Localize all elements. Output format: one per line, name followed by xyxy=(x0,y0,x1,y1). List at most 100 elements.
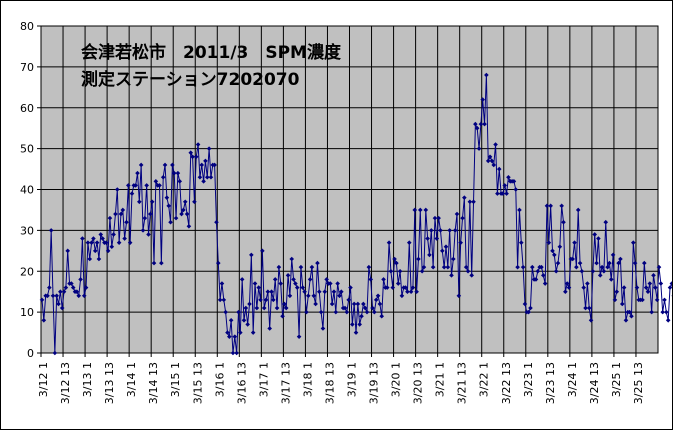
data-point xyxy=(621,285,627,290)
data-point xyxy=(293,281,298,286)
data-point xyxy=(272,277,278,282)
data-point xyxy=(660,309,665,315)
data-point xyxy=(496,166,502,172)
data-point xyxy=(184,211,190,217)
data-point xyxy=(328,281,333,286)
data-point xyxy=(199,162,205,168)
data-point xyxy=(596,236,601,241)
data-point xyxy=(414,289,419,294)
data-point xyxy=(647,281,653,286)
data-point xyxy=(171,170,177,176)
data-point xyxy=(291,277,296,282)
data-point xyxy=(583,305,588,311)
data-point xyxy=(182,199,188,205)
data-point xyxy=(585,281,590,286)
data-point xyxy=(261,305,267,311)
data-point xyxy=(612,297,618,303)
data-point xyxy=(173,215,179,221)
data-point xyxy=(355,301,361,307)
data-point xyxy=(361,301,366,307)
data-point xyxy=(634,285,640,290)
data-point xyxy=(225,330,230,335)
data-point xyxy=(403,285,408,290)
data-point xyxy=(214,219,219,225)
data-point xyxy=(197,174,203,180)
data-point xyxy=(449,273,454,278)
x-tick-label: 3/25 13 xyxy=(632,362,645,404)
data-point xyxy=(630,240,636,245)
data-point xyxy=(256,285,261,290)
data-point xyxy=(135,170,140,176)
data-point xyxy=(553,268,559,274)
data-point xyxy=(539,264,544,270)
data-point xyxy=(601,268,607,274)
data-point xyxy=(179,211,184,217)
x-tick-label: 3/22 13 xyxy=(500,362,513,404)
data-point xyxy=(608,277,614,282)
data-point xyxy=(559,203,564,209)
data-point xyxy=(283,305,289,311)
data-point xyxy=(227,334,232,339)
data-point xyxy=(434,236,440,241)
x-tick-label: 3/17 13 xyxy=(279,362,292,404)
data-point xyxy=(564,281,570,286)
data-point xyxy=(126,183,131,188)
data-point xyxy=(557,244,563,250)
data-point xyxy=(195,142,201,147)
data-point xyxy=(109,244,115,250)
data-point xyxy=(395,281,401,286)
x-tick-label: 3/25 1 xyxy=(610,362,623,397)
data-point xyxy=(250,330,256,335)
data-point xyxy=(629,313,634,319)
data-point xyxy=(105,248,111,254)
data-point xyxy=(267,326,273,331)
data-point xyxy=(278,281,284,286)
data-point xyxy=(300,285,306,290)
data-point xyxy=(528,305,533,311)
data-point xyxy=(392,256,397,262)
data-point xyxy=(469,273,474,278)
data-point xyxy=(425,236,430,241)
data-point xyxy=(252,281,258,286)
data-point xyxy=(274,305,280,311)
data-point xyxy=(671,295,672,297)
data-point xyxy=(329,301,335,307)
data-point xyxy=(116,240,122,245)
data-point xyxy=(421,264,427,270)
data-point xyxy=(588,318,594,323)
data-point xyxy=(127,240,133,245)
data-point xyxy=(304,309,309,315)
data-point xyxy=(98,232,104,237)
x-tick-label: 3/24 13 xyxy=(588,362,601,404)
data-point xyxy=(263,297,269,303)
data-point xyxy=(217,297,223,303)
data-point xyxy=(166,203,172,209)
x-tick-label: 3/18 13 xyxy=(323,362,336,404)
chart-title-line1: 会津若松市 2011/3 SPM濃度 xyxy=(81,42,342,63)
x-tick-label: 3/20 13 xyxy=(412,362,425,404)
data-point xyxy=(313,301,318,307)
data-point xyxy=(381,277,386,282)
data-point xyxy=(212,162,217,168)
data-point xyxy=(535,268,541,274)
data-point xyxy=(665,318,671,323)
data-point xyxy=(280,313,285,319)
data-point xyxy=(590,268,596,274)
data-point xyxy=(471,199,476,205)
data-point xyxy=(219,281,225,286)
data-point xyxy=(289,256,295,262)
data-point xyxy=(618,256,623,262)
y-tick-label: 30 xyxy=(20,224,34,237)
data-point xyxy=(610,252,616,258)
data-point xyxy=(339,289,344,294)
data-point xyxy=(592,232,598,237)
data-point xyxy=(107,215,113,221)
data-point xyxy=(76,293,82,299)
data-point xyxy=(159,260,164,266)
data-point xyxy=(518,240,524,245)
data-point xyxy=(430,264,436,270)
data-point xyxy=(667,285,672,290)
data-point xyxy=(232,334,238,339)
data-point xyxy=(447,228,452,233)
